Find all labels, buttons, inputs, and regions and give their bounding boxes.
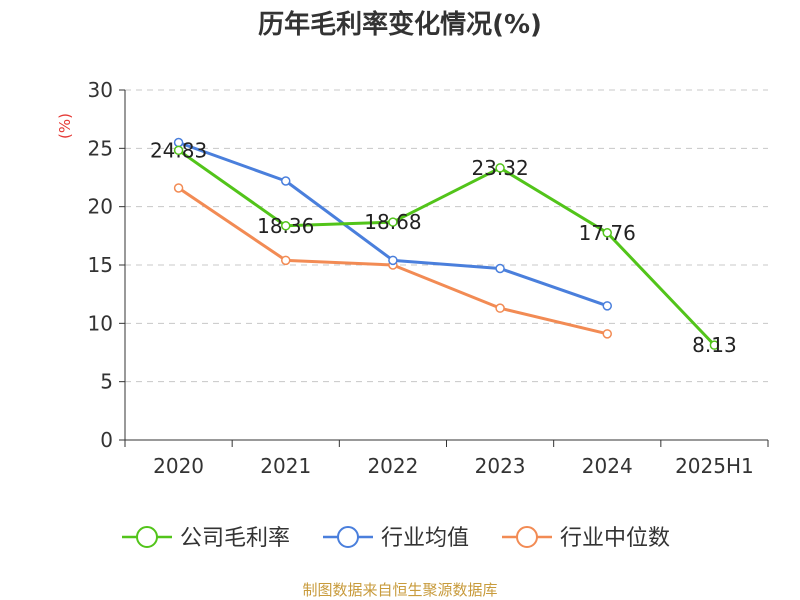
data-label: 8.13 bbox=[692, 333, 737, 357]
chart-title: 历年毛利率变化情况(%) bbox=[258, 9, 542, 40]
data-point bbox=[281, 255, 291, 266]
y-tick-label: 10 bbox=[88, 311, 113, 335]
series-0 bbox=[173, 145, 720, 350]
data-point bbox=[173, 183, 184, 193]
data-point bbox=[709, 340, 720, 350]
x-tick-label: 2022 bbox=[367, 454, 418, 478]
data-point bbox=[495, 303, 505, 313]
x-tick-label: 2023 bbox=[475, 454, 526, 478]
legend-label: 行业均值 bbox=[381, 526, 469, 551]
data-point bbox=[495, 163, 505, 173]
legend-label: 行业中位数 bbox=[560, 526, 670, 551]
data-label: 18.36 bbox=[257, 214, 314, 238]
data-label: 23.32 bbox=[471, 156, 528, 180]
legend-marker bbox=[136, 526, 158, 548]
y-tick-label: 0 bbox=[100, 428, 113, 452]
data-label: 18.68 bbox=[364, 210, 421, 234]
x-tick-label: 2020 bbox=[153, 454, 204, 478]
y-tick-label: 25 bbox=[88, 136, 113, 160]
data-point bbox=[602, 228, 612, 238]
series-line bbox=[177, 149, 716, 347]
legend: 公司毛利率 行业均值 行业中位数 bbox=[122, 526, 670, 551]
data-label-layer: 24.83 18.36 18.68 23.32 17.76 8.13 bbox=[150, 138, 737, 357]
y-axis-unit-label: (%) bbox=[56, 113, 74, 139]
legend-item-1[interactable]: 行业均值 bbox=[323, 526, 469, 551]
data-point bbox=[173, 145, 184, 156]
data-label: 17.76 bbox=[579, 221, 636, 245]
data-label: 24.83 bbox=[150, 138, 207, 162]
y-tick-label: 30 bbox=[88, 78, 113, 102]
source-note: 制图数据来自恒生聚源数据库 bbox=[302, 581, 497, 599]
data-point bbox=[281, 176, 291, 186]
y-tick-label: 5 bbox=[100, 370, 113, 394]
data-point bbox=[388, 255, 398, 266]
grid-layer bbox=[125, 89, 768, 383]
y-tick-label: 15 bbox=[88, 253, 113, 277]
legend-item-0[interactable]: 公司毛利率 bbox=[122, 526, 290, 551]
data-point bbox=[281, 221, 291, 231]
series-1 bbox=[173, 137, 612, 311]
axis-layer: 0 5 10 15 20 25 30 2020 2021 2022 2023 2024 2025H1 bbox=[88, 78, 769, 478]
series-layer bbox=[173, 137, 720, 350]
legend-item-2[interactable]: 行业中位数 bbox=[502, 526, 670, 551]
data-point bbox=[602, 301, 612, 311]
y-tick-label: 20 bbox=[88, 195, 113, 219]
x-tick-label: 2024 bbox=[582, 454, 633, 478]
x-tick-label: 2021 bbox=[260, 454, 311, 478]
legend-label: 公司毛利率 bbox=[180, 526, 290, 551]
data-point bbox=[495, 263, 505, 274]
legend-marker bbox=[516, 526, 538, 548]
x-tick-label: 2025H1 bbox=[675, 454, 754, 478]
legend-marker bbox=[337, 526, 359, 548]
data-point bbox=[388, 217, 398, 227]
data-point bbox=[602, 329, 612, 339]
